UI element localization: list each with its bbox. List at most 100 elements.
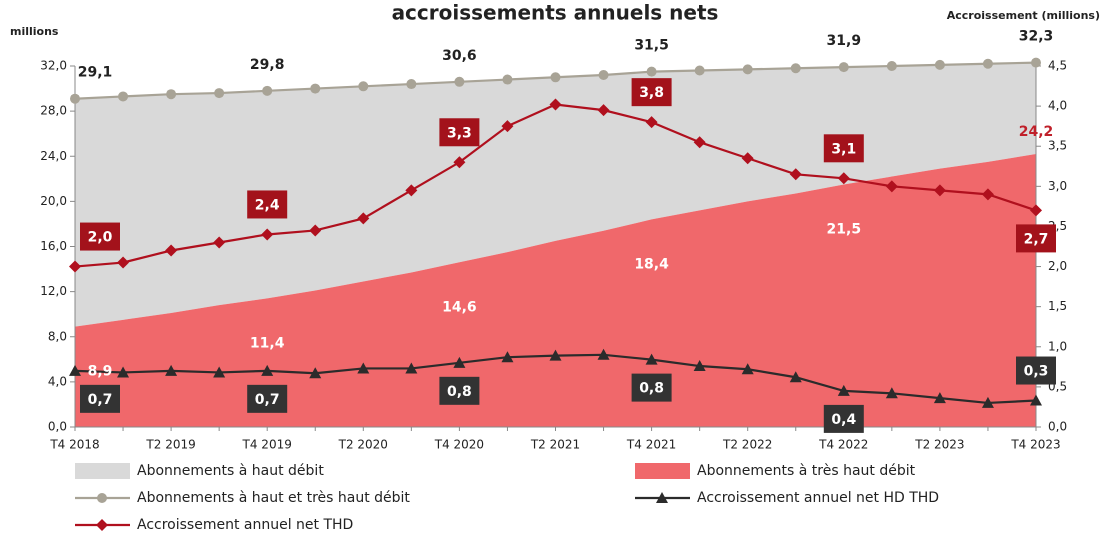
point <box>166 89 177 100</box>
legend-swatch <box>635 463 690 479</box>
data-label-text: 2,7 <box>1024 231 1049 247</box>
data-label-text: 0,8 <box>639 381 664 397</box>
data-label: 32,3 <box>1019 29 1054 45</box>
point <box>405 184 418 197</box>
x-tick-label: T4 2023 <box>1010 438 1060 452</box>
y-tick-label: 20,0 <box>40 194 67 208</box>
point <box>838 62 849 73</box>
point <box>597 104 610 117</box>
chart-title: accroissements annuels nets <box>392 1 719 25</box>
point <box>693 360 706 372</box>
data-label: 0,8 <box>631 373 672 402</box>
x-tick-label: T4 2019 <box>242 438 292 452</box>
y2-tick-label: 3,0 <box>1048 179 1067 193</box>
y2-tick-label: 1,5 <box>1048 299 1067 313</box>
point <box>742 64 753 75</box>
point <box>261 228 274 241</box>
data-label-text: 3,3 <box>447 125 472 141</box>
y2-tick-label: 2,0 <box>1048 259 1067 273</box>
point <box>886 61 897 71</box>
point <box>309 367 322 379</box>
legend-label: Abonnements à très haut débit <box>697 463 916 479</box>
data-label: 30,6 <box>442 48 477 64</box>
point <box>549 349 562 361</box>
point <box>981 396 994 408</box>
point <box>934 59 945 70</box>
point <box>406 79 417 90</box>
point <box>741 152 754 165</box>
point <box>70 93 80 104</box>
data-label: 24,2 <box>1019 124 1054 140</box>
y2-tick-label: 3,5 <box>1048 139 1067 153</box>
point <box>1030 204 1042 217</box>
data-label: 11,4 <box>250 335 285 351</box>
data-label-text: 0,7 <box>88 392 113 408</box>
y-axis-title: millions <box>10 25 59 38</box>
data-label: 2,7 <box>1016 224 1056 253</box>
y2-tick-label: 4,0 <box>1048 99 1067 113</box>
point <box>789 168 802 181</box>
point <box>262 85 273 96</box>
label-box <box>1016 224 1056 253</box>
point <box>789 371 802 383</box>
point <box>358 81 369 92</box>
area <box>75 62 1036 327</box>
legend-marker <box>656 492 668 503</box>
y2-tick-label: 1,0 <box>1048 339 1067 353</box>
point <box>837 172 850 185</box>
x-tick-label: T4 2018 <box>49 438 99 452</box>
point <box>357 362 370 374</box>
legend-label: Accroissement annuel net HD THD <box>697 490 939 506</box>
data-label: 29,1 <box>78 65 113 81</box>
y2-tick-label: 0,0 <box>1048 420 1067 434</box>
point <box>741 363 754 375</box>
point <box>549 98 562 111</box>
data-label-text: 3,8 <box>639 85 664 101</box>
point <box>165 244 178 257</box>
y-tick-label: 0,0 <box>48 420 67 434</box>
point <box>69 364 81 376</box>
x-tick-label: T4 2020 <box>434 438 484 452</box>
point <box>117 366 130 378</box>
point <box>405 362 418 374</box>
data-label: 0,7 <box>80 384 120 413</box>
label-box <box>247 190 288 219</box>
data-label: 18,4 <box>634 256 669 272</box>
label-box <box>247 384 288 413</box>
y-tick-label: 12,0 <box>40 284 67 298</box>
point <box>214 88 225 99</box>
data-label-text: 0,7 <box>255 392 280 408</box>
legend-marker <box>96 519 108 531</box>
point <box>454 76 465 87</box>
data-label: 21,5 <box>827 221 862 237</box>
y2-axis-title: Accroissement (millions) <box>947 9 1100 22</box>
data-label: 2,0 <box>80 222 120 251</box>
data-label-text: 0,8 <box>447 384 472 400</box>
point <box>69 260 81 273</box>
data-label: 0,8 <box>439 376 480 405</box>
label-box <box>439 118 480 147</box>
legend-label: Accroissement annuel net THD <box>137 517 353 533</box>
point <box>165 364 178 376</box>
point <box>550 72 561 83</box>
data-label-text: 2,4 <box>255 197 280 213</box>
label-box <box>823 134 864 163</box>
areas <box>75 62 1036 427</box>
label-box <box>631 78 672 107</box>
data-label-text: 2,0 <box>88 230 113 246</box>
area <box>75 153 1036 427</box>
label-box <box>823 404 864 433</box>
point <box>502 74 513 85</box>
point <box>1030 394 1042 406</box>
y-tick-label: 32,0 <box>40 59 67 73</box>
point <box>885 387 898 399</box>
legend-marker <box>97 493 107 503</box>
point <box>645 353 658 365</box>
y-tick-label: 28,0 <box>40 104 67 118</box>
x-tick-label: T2 2023 <box>914 438 964 452</box>
point <box>933 184 946 197</box>
data-label: 31,9 <box>827 33 862 49</box>
point <box>501 120 514 133</box>
point <box>453 156 466 169</box>
data-label: 31,5 <box>634 38 669 54</box>
